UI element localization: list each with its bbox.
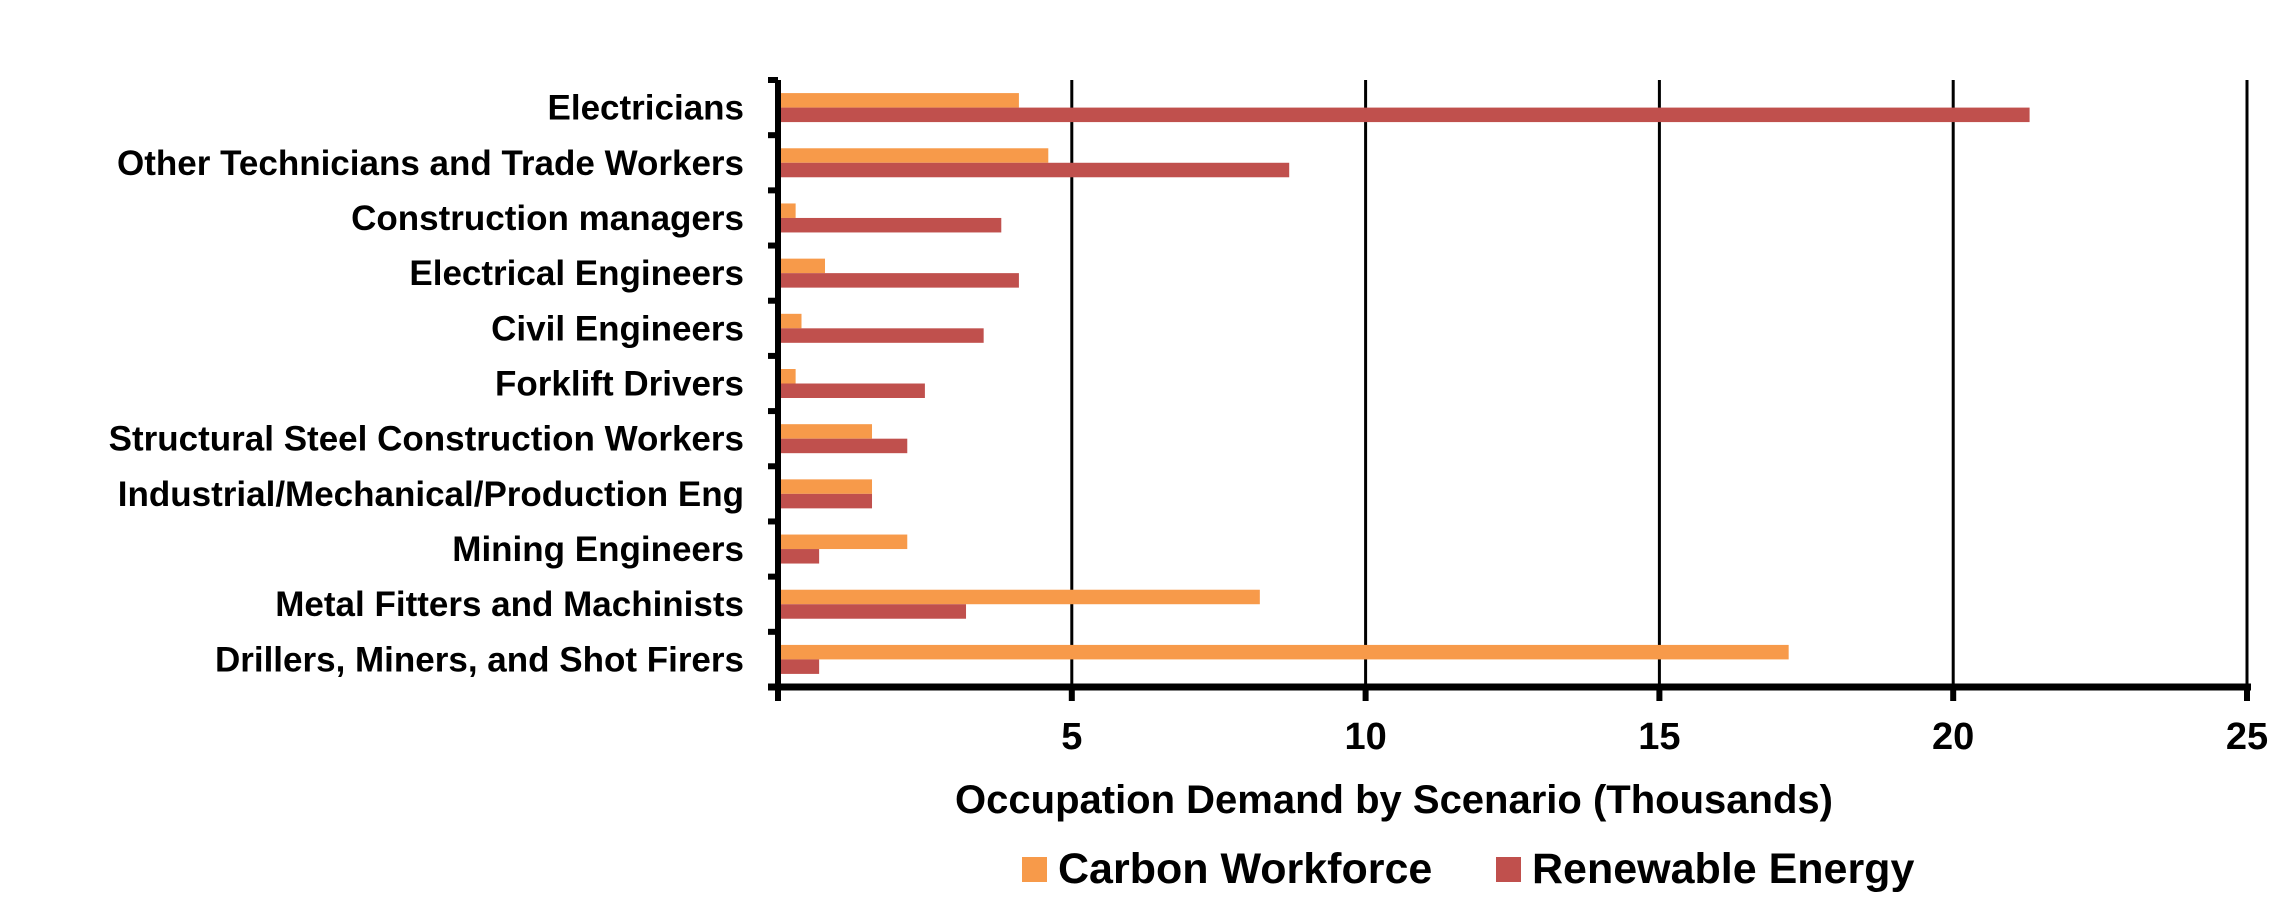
bar-carbon-workforce-7 [778,479,873,494]
x-tick-label-25: 25 [2226,716,2268,758]
category-label-0: Electricians [548,89,745,128]
bar-renewable-energy-5 [778,383,925,398]
bar-carbon-workforce-6 [778,424,873,439]
legend-renewable-energy-swatch [1496,857,1521,882]
legend-carbon-workforce-swatch [1022,857,1047,882]
category-label-5: Forklift Drivers [495,365,744,404]
legend-carbon-workforce-label: Carbon Workforce [1058,845,1432,893]
category-label-10: Drillers, Miners, and Shot Firers [215,640,744,679]
bar-renewable-energy-6 [778,438,908,454]
x-axis-title: Occupation Demand by Scenario (Thousands… [955,778,1833,822]
category-label-1: Other Technicians and Trade Workers [117,144,744,183]
bar-renewable-energy-2 [778,217,1002,233]
bar-renewable-energy-4 [778,328,984,343]
bar-renewable-energy-10 [778,659,820,674]
category-label-2: Construction managers [351,199,744,238]
category-label-6: Structural Steel Construction Workers [109,420,744,459]
bar-renewable-energy-8 [778,549,820,564]
category-label-8: Mining Engineers [452,530,744,569]
bar-carbon-workforce-1 [778,148,1049,163]
legend-renewable-energy-label: Renewable Energy [1532,845,1914,893]
category-label-9: Metal Fitters and Machinists [275,585,744,624]
x-tick-label-20: 20 [1932,716,1974,758]
bar-carbon-workforce-3 [778,258,826,274]
x-tick-label-15: 15 [1638,716,1680,758]
bar-renewable-energy-7 [778,493,873,509]
category-label-4: Civil Engineers [491,309,744,348]
bar-renewable-energy-0 [778,107,2030,123]
bar-carbon-workforce-0 [778,93,1019,108]
bar-renewable-energy-3 [778,273,1019,288]
x-tick-label-5: 5 [1061,716,1082,758]
bar-carbon-workforce-10 [778,644,1789,660]
bar-carbon-workforce-4 [778,313,802,329]
bar-carbon-workforce-8 [778,534,908,550]
bar-carbon-workforce-2 [778,203,796,218]
bar-carbon-workforce-5 [778,369,796,384]
category-label-3: Electrical Engineers [409,254,744,293]
x-tick-label-10: 10 [1344,716,1386,758]
bar-carbon-workforce-9 [778,589,1260,605]
category-label-7: Industrial/Mechanical/Production Eng [118,475,744,514]
bar-renewable-energy-9 [778,604,967,619]
bar-renewable-energy-1 [778,162,1290,178]
